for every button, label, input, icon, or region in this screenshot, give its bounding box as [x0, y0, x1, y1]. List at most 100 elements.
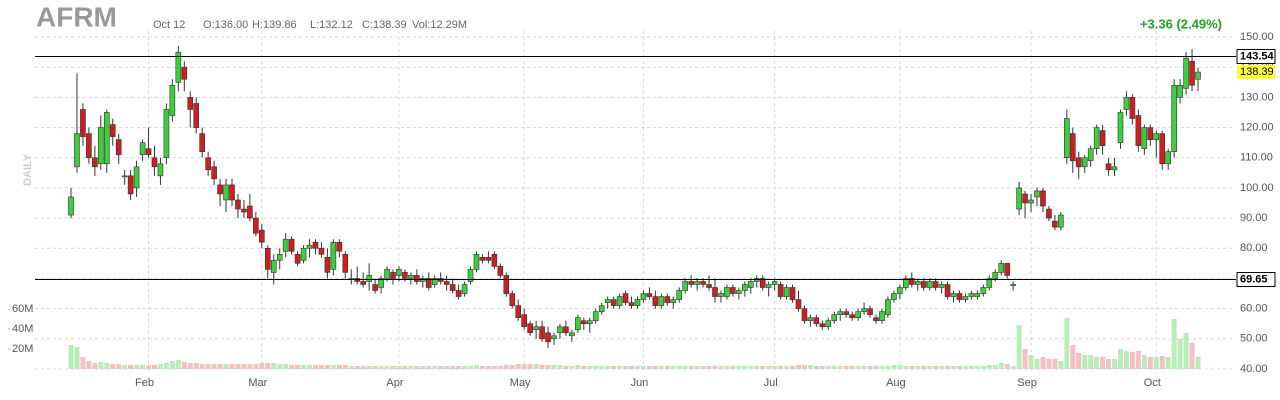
header-annotation: Vol:12.29M [412, 19, 467, 31]
volume-bar [479, 366, 485, 369]
candle-body [312, 241, 319, 249]
candle-body [98, 127, 104, 165]
candle-body [867, 308, 873, 315]
volume-bar [1094, 357, 1100, 369]
candle-body [1189, 60, 1195, 86]
candle-body [718, 293, 724, 297]
volume-bar [307, 365, 313, 369]
volume-bar [414, 366, 420, 369]
volume-bar [611, 366, 617, 369]
candle-body [1010, 284, 1016, 286]
volume-bar [682, 366, 688, 369]
volume-bar [939, 366, 945, 369]
candle-body [825, 320, 832, 328]
change-label: +3.36 (2.49%) [1140, 16, 1222, 31]
candle-body [479, 257, 486, 261]
candle-body [1147, 127, 1154, 140]
volume-bar [241, 364, 247, 369]
volume-bar [301, 365, 307, 369]
volume-bar [855, 366, 861, 369]
candle-body [145, 148, 152, 156]
candle-body [575, 317, 581, 331]
candle-body [68, 196, 74, 216]
volume-bar [563, 366, 569, 369]
candle-body [139, 142, 146, 156]
volume-bar [324, 365, 330, 369]
candle-body [211, 166, 217, 180]
candle-body [1153, 133, 1160, 140]
volume-bar [646, 366, 652, 369]
candle-body [127, 175, 134, 195]
volume-bar [1117, 349, 1123, 369]
volume-bar [873, 366, 879, 369]
volume-bar [766, 366, 772, 369]
volume-bar [217, 364, 223, 369]
volume-bar [742, 366, 748, 369]
volume-bar [992, 365, 998, 369]
candle-body [1183, 57, 1189, 89]
candle-body [360, 281, 366, 285]
candle-body [694, 281, 700, 285]
candle-body [765, 284, 772, 288]
volume-bar [551, 365, 557, 369]
last-price-label: 138.39 [1240, 66, 1274, 78]
volume-tick-label: 60M [12, 303, 33, 315]
candle-body [670, 299, 677, 303]
candle-body [688, 281, 694, 285]
volume-bar [1058, 361, 1064, 369]
candle-body [855, 311, 861, 318]
candle-body [1099, 130, 1106, 146]
volume-bar [1189, 343, 1195, 369]
volume-bar [962, 366, 968, 369]
volume-bar [92, 363, 98, 369]
candle-body [1159, 133, 1166, 165]
volume-bar [175, 360, 181, 369]
candle-body [885, 299, 891, 315]
volume-bar [915, 366, 921, 369]
volume-bar [1070, 345, 1076, 369]
volume-bar [354, 366, 360, 369]
candle-body [133, 166, 140, 189]
candle-body [527, 323, 533, 334]
volume-bar [843, 366, 849, 369]
candle-body [455, 290, 462, 297]
volume-bar [1177, 339, 1183, 369]
volume-bar [74, 347, 80, 369]
candle-body [443, 281, 450, 285]
x-tick-label: May [510, 377, 531, 389]
volume-bar [450, 366, 456, 369]
volume-bar [432, 366, 438, 369]
volume-bar [402, 366, 408, 369]
volume-bar [587, 366, 593, 369]
header-annotation: C:138.39 [362, 19, 407, 31]
candle-body [724, 287, 730, 297]
volume-bar [569, 366, 575, 369]
candle-body [366, 275, 372, 282]
candle-body [115, 139, 122, 156]
volume-bar [629, 366, 635, 369]
volume-bar [205, 364, 211, 369]
candle-body [223, 184, 229, 201]
candle-body [789, 287, 796, 300]
candle-body [515, 305, 522, 318]
candle-body [1195, 71, 1201, 80]
candle-body [217, 184, 223, 195]
candle-body [294, 254, 301, 264]
candle-body [920, 281, 927, 288]
header-annotation: O:136.00 [203, 19, 248, 31]
volume-bar [259, 363, 265, 369]
volume-bar [336, 365, 342, 369]
candle-body [396, 269, 402, 276]
volume-bar [968, 366, 974, 369]
candle-body [986, 278, 993, 288]
candle-body [336, 241, 343, 252]
volume-bar [366, 366, 372, 369]
volume-bar [831, 366, 837, 369]
volume-bar [485, 366, 491, 369]
volume-bar [521, 364, 527, 369]
candle-body [414, 275, 420, 282]
volume-bar [778, 366, 784, 369]
volume-bar [265, 363, 271, 369]
volume-bar [396, 366, 402, 369]
volume-bar [1195, 356, 1201, 369]
